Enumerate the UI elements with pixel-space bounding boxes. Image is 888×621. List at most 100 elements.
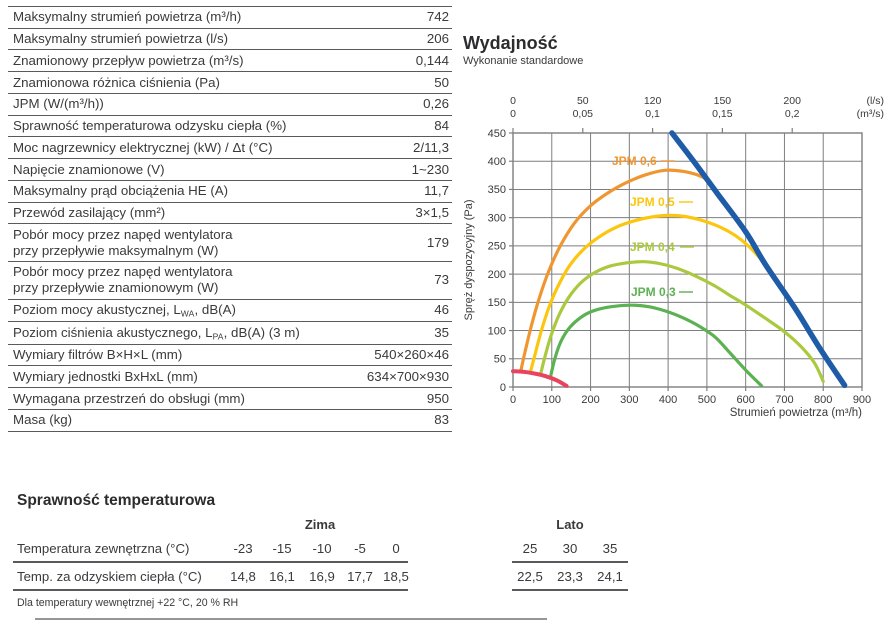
top-m3s-label: 0,2 bbox=[785, 108, 800, 120]
spec-row-value: 179 bbox=[426, 234, 449, 250]
spec-row-label: Znamionowy przepływ powietrza (m³/s) bbox=[13, 52, 244, 68]
top-ls-label: 200 bbox=[783, 95, 801, 107]
y-tick-label: 350 bbox=[488, 184, 506, 196]
spec-row: Poziom ciśnienia akustycznego, LPA, dB(A… bbox=[8, 321, 452, 343]
temp-value: 16,1 bbox=[269, 569, 295, 584]
x-tick-label: 400 bbox=[659, 394, 677, 406]
top-m3s-label: 0,15 bbox=[712, 108, 733, 120]
spec-row-label: Masa (kg) bbox=[13, 412, 73, 428]
spec-row-label: JPM (W/(m³/h)) bbox=[13, 96, 104, 112]
spec-row-value: 46 bbox=[434, 302, 449, 318]
top-ls-label: 50 bbox=[577, 95, 589, 107]
curve-jpm-0-5 bbox=[528, 213, 765, 374]
spec-row-value: 35 bbox=[434, 324, 449, 340]
temp-value: 17,7 bbox=[347, 569, 373, 584]
x-tick-label: 800 bbox=[814, 394, 832, 406]
spec-row: Sprawność temperaturowa odzysku ciepła (… bbox=[8, 114, 452, 137]
spec-row: Pobór mocy przez napęd wentylatora przy … bbox=[8, 223, 452, 261]
spec-row: Maksymalny strumień powietrza (l/s) 206 bbox=[8, 27, 452, 50]
temp-value: 30 bbox=[562, 541, 578, 556]
chart-subtitle: Wykonanie standardowe bbox=[463, 55, 584, 67]
spec-row-value: 83 bbox=[434, 412, 449, 428]
curve-jpm-0-3 bbox=[549, 303, 764, 388]
spec-row-value: 0,26 bbox=[423, 96, 449, 112]
temp-value: 18,5 bbox=[383, 569, 409, 584]
temp-row-rule bbox=[512, 589, 628, 591]
y-tick-label: 100 bbox=[488, 325, 506, 337]
spec-row-label: Maksymalny strumień powietrza (l/s) bbox=[13, 31, 229, 47]
top-ls-label: 0 bbox=[510, 95, 516, 107]
spec-label-subscript: PA bbox=[212, 331, 224, 342]
group-header-zima: Zima bbox=[304, 517, 336, 532]
spec-label-text: , dB(A) (3 m) bbox=[223, 324, 300, 340]
spec-row: Pobór mocy przez napęd wentylatora przy … bbox=[8, 261, 452, 299]
spec-row-label: Pobór mocy przez napęd wentylatora przy … bbox=[13, 226, 233, 258]
temp-row-rule bbox=[13, 589, 408, 591]
spec-row-value: 1~230 bbox=[411, 161, 449, 177]
spec-row-label: Moc nagrzewnicy elektrycznej (kW) / Δt (… bbox=[13, 139, 273, 155]
curve-min-curve bbox=[511, 369, 569, 388]
spec-row-value: 3×1,5 bbox=[415, 205, 449, 220]
y-tick-label: 150 bbox=[488, 297, 506, 309]
performance-chart: 0 100 200 300 400 500 600 700 800 900450400350300… bbox=[463, 95, 885, 419]
curve-jpm-0-6 bbox=[519, 168, 709, 373]
spec-table: Maksymalny strumień powietrza (m³/h) 742 M… bbox=[8, 6, 452, 432]
top-ls-unit: (l/s) bbox=[867, 95, 885, 107]
curve-label: JPM 0,4 bbox=[630, 240, 675, 254]
page-cutoff-artifact bbox=[35, 618, 547, 620]
spec-row: Znamionowa różnica ciśnienia (Pa) 50 bbox=[8, 71, 452, 93]
y-tick-label: 450 bbox=[488, 128, 506, 140]
spec-label-subscript: WA bbox=[180, 308, 195, 319]
spec-row: Wymagana przestrzeń do obsługi (mm) 950 bbox=[8, 387, 452, 409]
spec-label-text: Poziom ciśnienia akustycznego, L bbox=[13, 324, 213, 340]
temp-value: 0 bbox=[392, 541, 400, 556]
temp-row-label: Temperatura zewnętrzna (°C) bbox=[17, 541, 190, 556]
spec-row: Maksymalny strumień powietrza (m³/h) 742 bbox=[8, 6, 452, 28]
temp-value: -5 bbox=[354, 541, 366, 556]
chart-title: Wydajność bbox=[463, 33, 558, 53]
spec-row: Maksymalny prąd obciążenia HE (A) 11,7 bbox=[8, 179, 452, 202]
spec-row-value: 2/11,3 bbox=[413, 139, 449, 155]
temp-value: 35 bbox=[602, 541, 618, 556]
y-tick-label: 250 bbox=[488, 241, 506, 253]
spec-row-value: 634×700×930 bbox=[366, 368, 449, 384]
curve-jpm-0-4 bbox=[539, 260, 825, 383]
spec-row-value: 0,144 bbox=[415, 52, 449, 68]
x-tick-label: 0 bbox=[510, 394, 516, 406]
y-tick-label: 300 bbox=[488, 212, 506, 224]
x-tick-label: 600 bbox=[736, 394, 754, 406]
temperature-section-heading: Sprawność temperaturowa bbox=[17, 492, 216, 509]
temp-value: 16,9 bbox=[309, 569, 335, 584]
spec-label-text: , dB(A) bbox=[194, 302, 236, 318]
top-m3s-label: 0 bbox=[510, 108, 516, 120]
top-ls-label: 150 bbox=[714, 95, 732, 107]
spec-row-label: Przewód zasilający (mm²) bbox=[13, 205, 166, 220]
spec-row-label: Poziom mocy akustycznej, LWA, dB(A) bbox=[13, 302, 434, 319]
temp-value: -15 bbox=[272, 541, 292, 556]
temp-value: 22,5 bbox=[517, 569, 543, 584]
spec-row-label: Pobór mocy przez napęd wentylatora przy … bbox=[13, 264, 233, 296]
temp-value: 25 bbox=[522, 541, 538, 556]
spec-label-text: Poziom mocy akustycznej, L bbox=[13, 302, 181, 318]
spec-row-value: 50 bbox=[434, 74, 449, 90]
top-m3s-label: 0,05 bbox=[573, 108, 594, 120]
temp-row-rule bbox=[512, 561, 628, 563]
spec-row: Przewód zasilający (mm²) 3×1,5 bbox=[8, 201, 452, 224]
x-tick-label: 100 bbox=[543, 394, 561, 406]
temp-value: 24,1 bbox=[597, 569, 623, 584]
y-tick-label: 50 bbox=[494, 354, 506, 366]
spec-row-value: 84 bbox=[434, 118, 449, 134]
x-tick-label: 200 bbox=[581, 394, 599, 406]
spec-row: Wymiary filtrów B×H×L (mm) 540×260×46 bbox=[8, 343, 452, 366]
y-tick-label: 400 bbox=[488, 156, 506, 168]
x-tick-label: 900 bbox=[853, 394, 871, 406]
spec-row-label: Maksymalny prąd obciążenia HE (A) bbox=[13, 183, 229, 199]
temp-value: 23,3 bbox=[557, 569, 583, 584]
top-m3s-label: 0,1 bbox=[645, 108, 660, 120]
spec-row-value: 206 bbox=[426, 31, 449, 47]
x-axis-title: Strumień powietrza (m³/h) bbox=[730, 407, 862, 419]
spec-row: Znamionowy przepływ powietrza (m³/s) 0,14… bbox=[8, 49, 452, 71]
spec-row: Moc nagrzewnicy elektrycznej (kW) / Δt (… bbox=[8, 136, 452, 158]
spec-row-label: Wymagana przestrzeń do obsługi (mm) bbox=[13, 390, 245, 406]
